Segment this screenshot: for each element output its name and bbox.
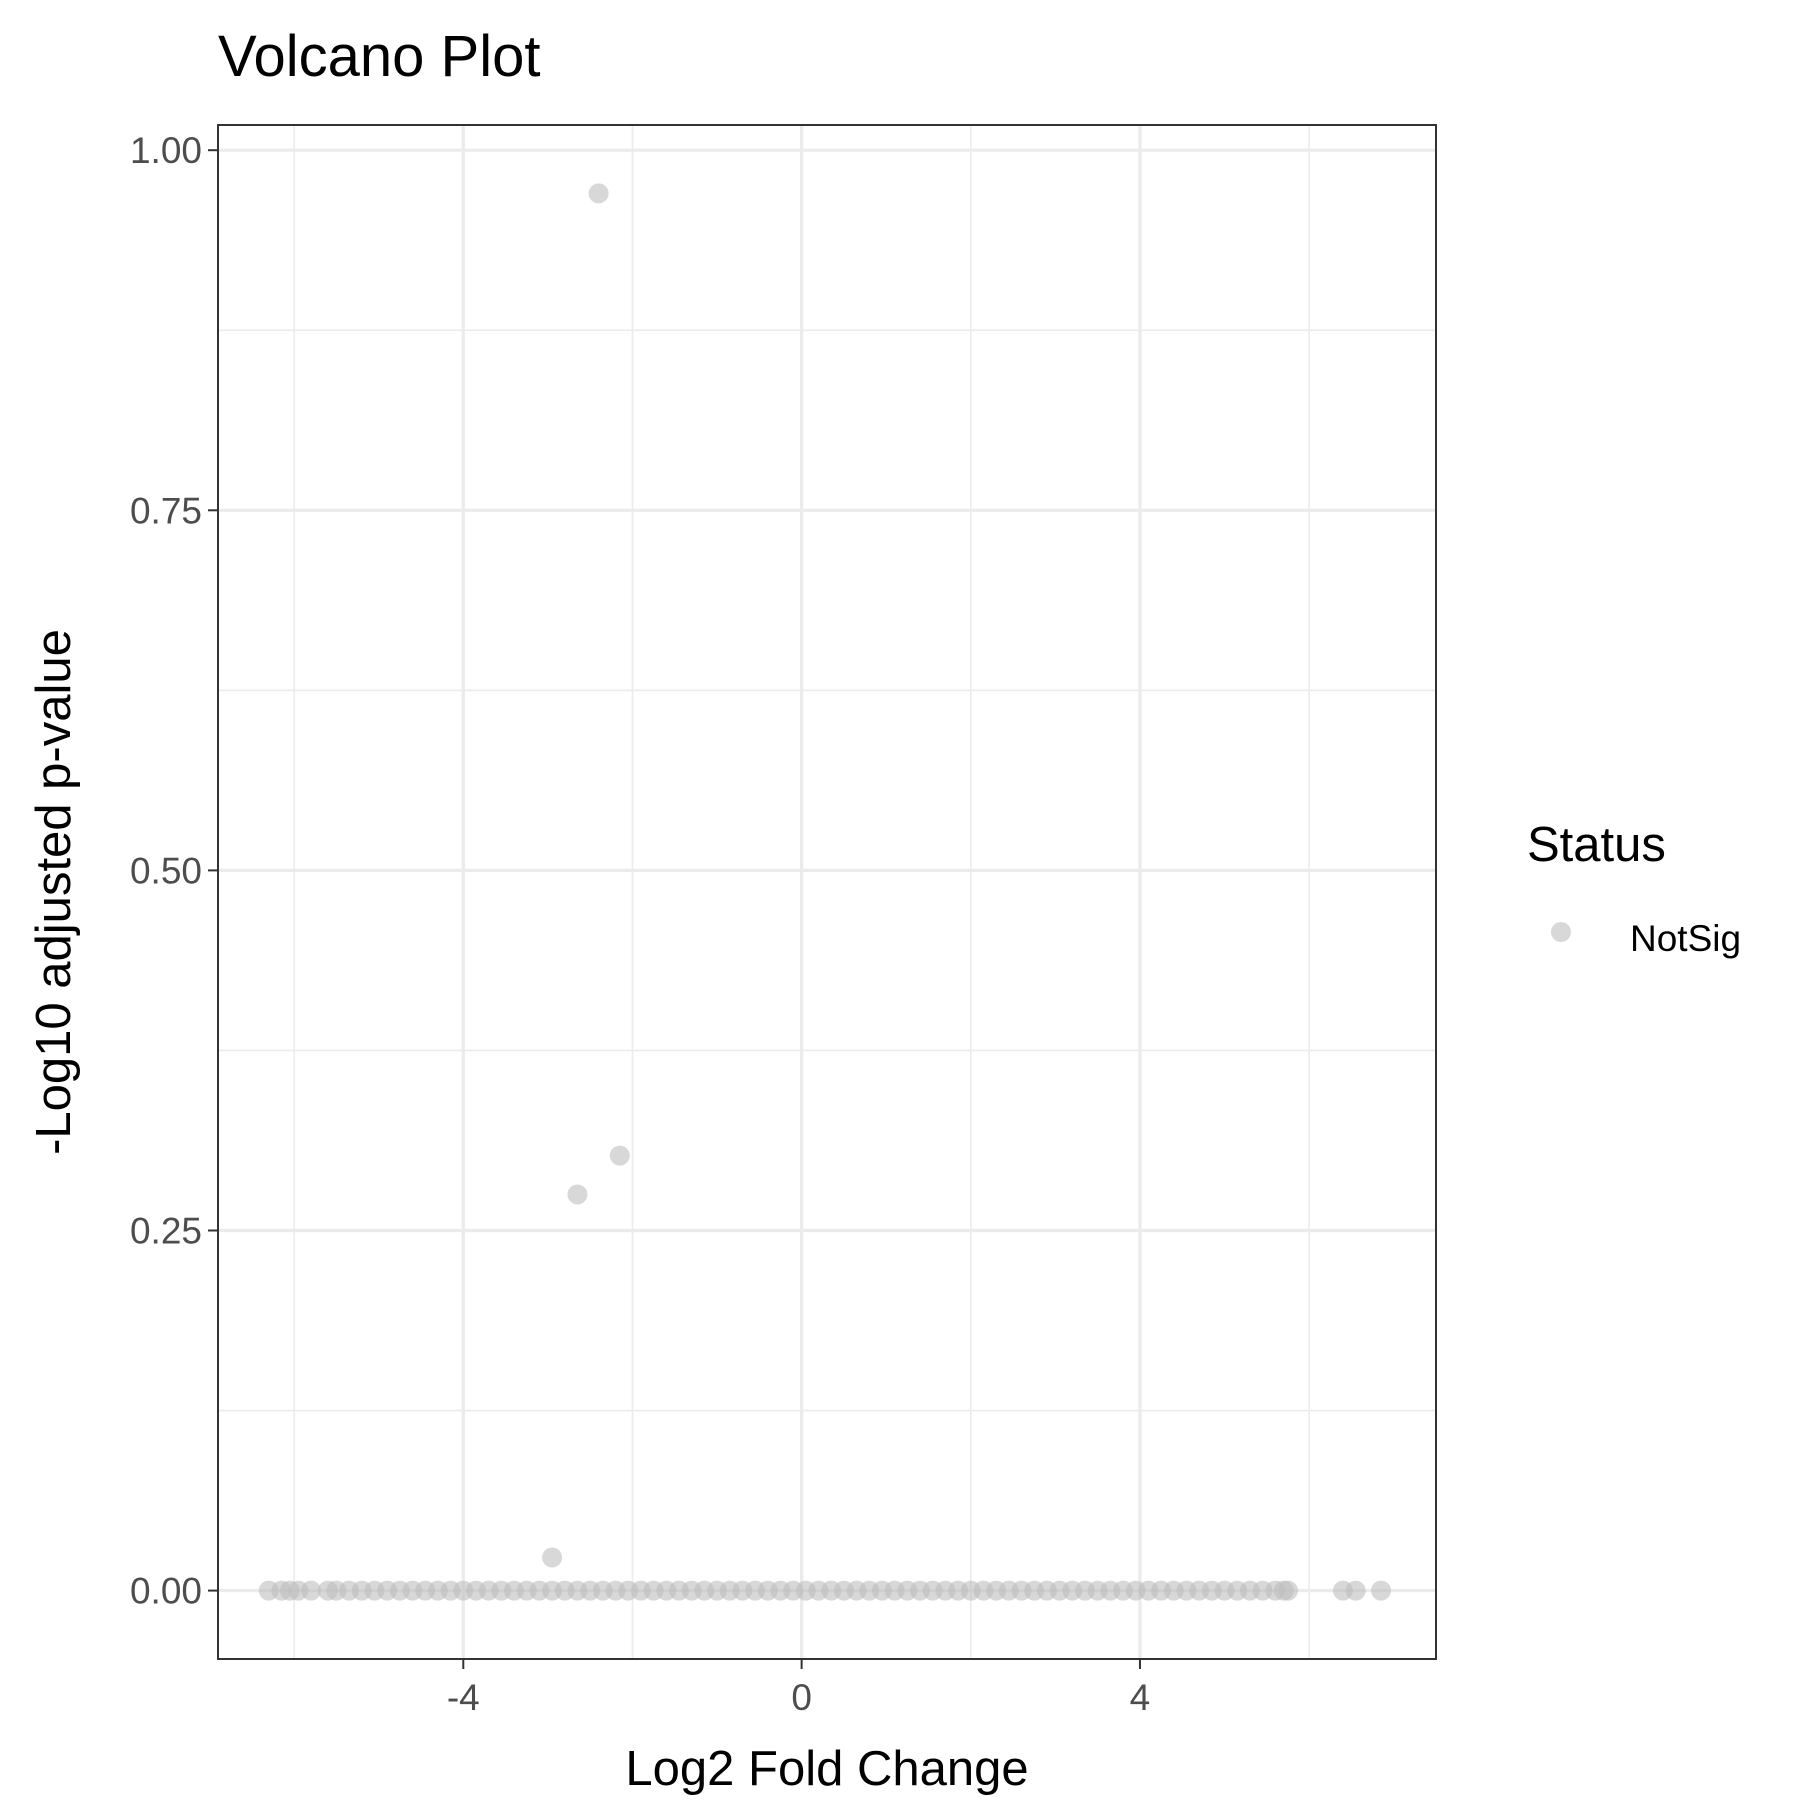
plot-panel-border — [217, 124, 1437, 1660]
data-points — [258, 183, 1392, 1601]
major-gridlines — [218, 125, 1436, 1659]
chart-title: Volcano Plot — [218, 24, 540, 89]
data-point — [567, 1184, 588, 1205]
data-point — [542, 1547, 563, 1568]
y-axis: 0.00 0.25 0.50 0.75 1.00 — [130, 130, 218, 1612]
data-point — [588, 183, 609, 204]
plot-panel — [218, 125, 1436, 1659]
legend-title: Status — [1527, 818, 1666, 872]
x-axis: -4 0 4 — [447, 1659, 1150, 1718]
legend-key-notsig — [1551, 922, 1571, 942]
x-tick-label: -4 — [447, 1677, 480, 1718]
x-tick-label: 4 — [1130, 1677, 1151, 1718]
data-point — [1277, 1580, 1298, 1601]
data-point — [1371, 1580, 1392, 1601]
x-tick-label: 0 — [791, 1677, 812, 1718]
y-tick-label: 1.00 — [130, 130, 202, 171]
y-tick-label: 0.00 — [130, 1571, 202, 1612]
minor-gridlines — [218, 125, 1436, 1659]
data-point — [1345, 1580, 1366, 1601]
data-point — [301, 1580, 322, 1601]
y-tick-label: 0.25 — [130, 1210, 202, 1251]
y-tick-label: 0.50 — [130, 850, 202, 891]
y-axis-title: -Log10 adjusted p-value — [27, 629, 81, 1155]
x-axis-title: Log2 Fold Change — [625, 1742, 1028, 1796]
data-point — [609, 1145, 630, 1166]
legend-label-notsig: NotSig — [1630, 918, 1741, 959]
legend: Status NotSig — [1527, 818, 1741, 959]
y-tick-label: 0.75 — [130, 490, 202, 531]
